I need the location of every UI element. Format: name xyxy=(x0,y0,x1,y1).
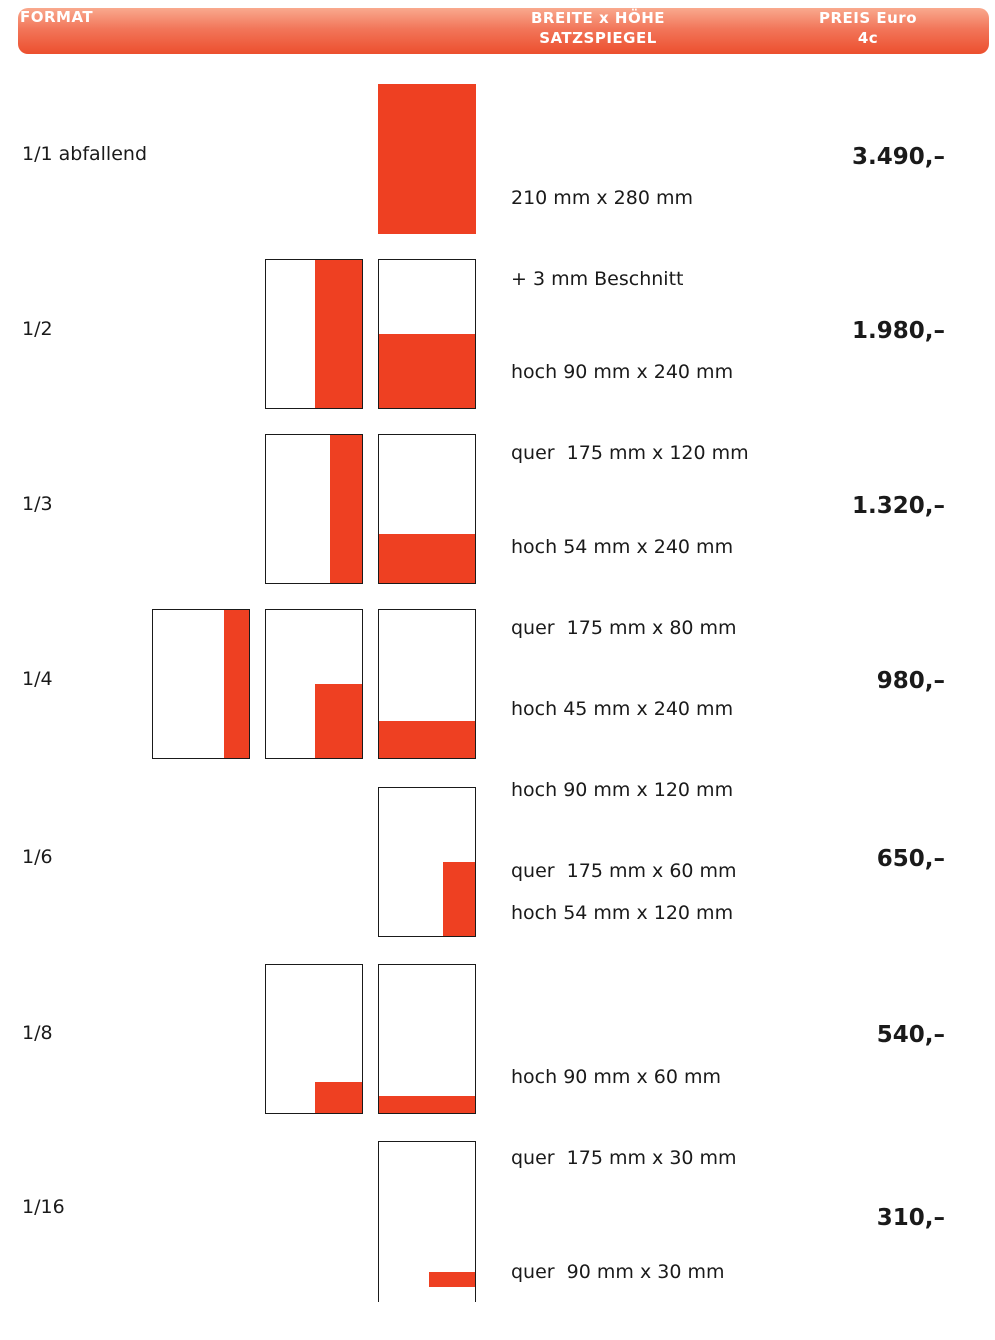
format-label: 1/8 xyxy=(22,1022,53,1044)
format-thumbnail-quer xyxy=(378,609,476,759)
format-thumbnail-hoch-narrow xyxy=(152,609,250,759)
header-size-line1: BREITE x HÖHE xyxy=(530,9,665,27)
header-price: PREIS Euro 4c xyxy=(808,8,928,48)
format-price: 310,– xyxy=(876,1205,945,1231)
format-thumbnail-hoch xyxy=(265,434,363,584)
format-thumbnail-hoch xyxy=(265,964,363,1114)
ad-area xyxy=(429,1272,475,1287)
dimension-line: hoch 90 mm x 60 mm xyxy=(511,1066,721,1088)
dimension-line: hoch 90 mm x 240 mm xyxy=(511,361,734,383)
format-dimensions: hoch 54 mm x 120 mm xyxy=(511,846,733,981)
dimension-line: quer 175 mm x 80 mm xyxy=(511,617,737,639)
dimension-line: 210 mm x 280 mm xyxy=(511,187,693,209)
ad-area xyxy=(379,1096,475,1113)
format-label: 1/1 abfallend xyxy=(22,143,148,165)
ad-area xyxy=(315,684,362,758)
format-thumbnail-full xyxy=(378,84,476,234)
format-price: 1.320,– xyxy=(852,493,945,519)
ad-area xyxy=(315,1082,362,1113)
ad-area xyxy=(379,334,475,408)
header-price-line2: 4c xyxy=(857,29,879,47)
dimension-line: quer 90 mm x 30 mm xyxy=(511,1261,725,1283)
format-thumbnail-hoch xyxy=(265,259,363,409)
format-price: 3.490,– xyxy=(852,144,945,170)
format-thumbnail-quer xyxy=(378,1141,476,1302)
format-price: 1.980,– xyxy=(852,318,945,344)
header-size-line2: SATZSPIEGEL xyxy=(539,29,657,47)
ad-area xyxy=(379,534,475,583)
format-dimensions: hoch 45 mm x 240 mm hoch 90 mm x 120 mm … xyxy=(511,642,737,939)
header-price-line1: PREIS Euro xyxy=(818,9,918,27)
format-dimensions: quer 90 mm x 30 mm xyxy=(511,1205,724,1340)
format-thumbnail-quer xyxy=(378,259,476,409)
header-size: BREITE x HÖHE SATZSPIEGEL xyxy=(508,8,688,48)
dimension-line: + 3 mm Beschnitt xyxy=(511,268,684,290)
ad-area xyxy=(224,610,249,758)
format-label: 1/16 xyxy=(22,1196,65,1218)
format-price: 980,– xyxy=(876,668,945,694)
format-label: 1/3 xyxy=(22,493,53,515)
format-dimensions: 210 mm x 280 mm + 3 mm Beschnitt xyxy=(511,131,693,347)
format-dimensions: hoch 54 mm x 240 mm quer 175 mm x 80 mm xyxy=(511,480,737,696)
table-header: FORMAT BREITE x HÖHE SATZSPIEGEL PREIS E… xyxy=(18,8,989,54)
ad-area xyxy=(379,721,475,758)
dimension-line: hoch 90 mm x 120 mm xyxy=(511,779,734,801)
dimension-line: quer 175 mm x 30 mm xyxy=(511,1147,737,1169)
format-thumbnail-hoch xyxy=(378,787,476,937)
dimension-line: hoch 54 mm x 120 mm xyxy=(511,902,734,924)
ad-area xyxy=(315,260,362,408)
format-price: 650,– xyxy=(876,846,945,872)
format-dimensions: hoch 90 mm x 240 mm quer 175 mm x 120 mm xyxy=(511,305,749,521)
dimension-line: hoch 45 mm x 240 mm xyxy=(511,698,734,720)
format-thumbnail-quer xyxy=(378,434,476,584)
format-thumbnail-hoch-block xyxy=(265,609,363,759)
format-label: 1/4 xyxy=(22,668,53,690)
format-label: 1/2 xyxy=(22,318,53,340)
format-label: 1/6 xyxy=(22,846,53,868)
format-dimensions: hoch 90 mm x 60 mm quer 175 mm x 30 mm xyxy=(511,1010,737,1226)
dimension-line: quer 175 mm x 120 mm xyxy=(511,442,749,464)
format-price: 540,– xyxy=(876,1022,945,1048)
ad-area xyxy=(443,862,475,936)
format-thumbnail-quer xyxy=(378,964,476,1114)
ad-area xyxy=(330,435,362,583)
header-format: FORMAT xyxy=(20,8,94,26)
ad-area xyxy=(379,85,475,233)
dimension-line: hoch 54 mm x 240 mm xyxy=(511,536,734,558)
dimension-line: quer 175 mm x 60 mm xyxy=(511,860,737,882)
